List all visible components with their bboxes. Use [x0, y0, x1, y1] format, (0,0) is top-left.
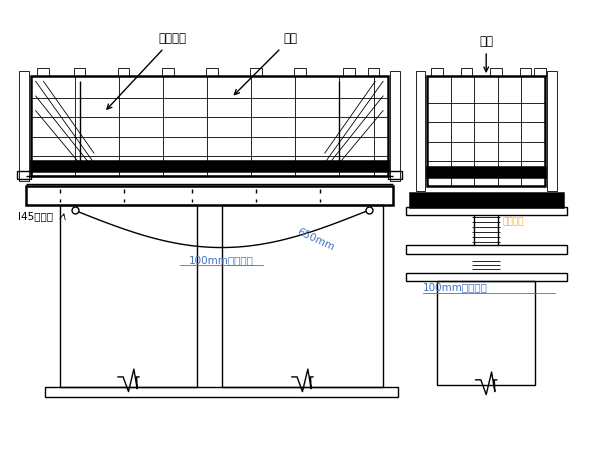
Bar [427, 76, 545, 186]
Bar [221, 205, 383, 387]
Bar [31, 161, 388, 171]
Bar [406, 207, 566, 215]
Bar [490, 68, 502, 76]
Text: 对位耶栌: 对位耶栌 [503, 217, 524, 226]
Bar [17, 171, 31, 179]
Bar [390, 71, 400, 181]
Bar [368, 68, 379, 76]
Bar [37, 68, 49, 76]
Bar [74, 68, 85, 76]
Bar [431, 68, 443, 76]
Bar [437, 281, 535, 385]
Bar [343, 68, 355, 76]
Bar [534, 68, 546, 76]
Bar [162, 68, 173, 76]
Text: 型锂背梆: 型锂背梆 [107, 32, 187, 109]
Bar [19, 71, 29, 181]
Text: 锂模: 锂模 [235, 32, 297, 94]
Bar [45, 387, 398, 396]
Bar [461, 68, 472, 76]
Text: 650mm: 650mm [295, 227, 335, 253]
Bar [410, 193, 563, 207]
Bar [520, 68, 531, 76]
Bar [31, 76, 388, 176]
Text: I45承重梁: I45承重梁 [18, 211, 53, 221]
Text: 100mm图锂扁组: 100mm图锂扁组 [422, 282, 487, 292]
Bar [60, 205, 197, 387]
Bar [26, 186, 393, 205]
Text: 拉杆: 拉杆 [479, 35, 493, 72]
Bar [206, 68, 218, 76]
Bar [547, 71, 557, 191]
Bar [294, 68, 306, 76]
Bar [406, 245, 566, 254]
Text: 100mm图锂扁组: 100mm图锂扁组 [189, 256, 254, 266]
Bar [406, 273, 566, 281]
Bar [118, 68, 130, 76]
Bar [250, 68, 262, 76]
Bar [427, 167, 545, 177]
Bar [388, 171, 402, 179]
Bar [416, 71, 425, 191]
